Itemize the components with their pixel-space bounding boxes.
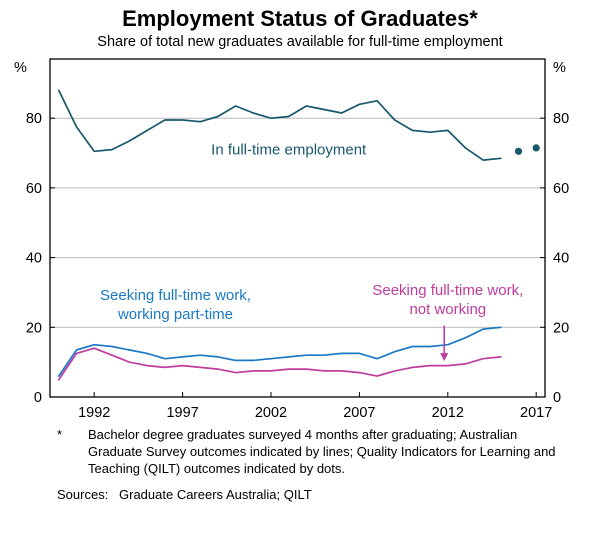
chart-subtitle: Share of total new graduates available f… <box>97 34 503 51</box>
footnote-marker: * <box>57 427 63 443</box>
x-label-2007: 2007 <box>343 405 375 421</box>
chart-title: Employment Status of Graduates* <box>122 6 478 31</box>
qilt-dot-2017 <box>532 144 540 152</box>
y-label-left-60: 60 <box>26 181 42 197</box>
y-unit-left: % <box>14 60 27 76</box>
y-label-left-80: 80 <box>26 111 42 127</box>
y-label-right-80: 80 <box>553 111 569 127</box>
footnotes-block: * Bachelor degree graduates surveyed 4 m… <box>57 427 600 504</box>
annotation-notworking: Seeking full-time work, not working <box>372 282 523 318</box>
sources: Sources: Graduate Careers Australia; QIL… <box>57 487 600 504</box>
y-label-left-20: 20 <box>26 320 42 336</box>
sources-text: Graduate Careers Australia; QILT <box>119 486 312 502</box>
footnote: * Bachelor degree graduates surveyed 4 m… <box>57 427 600 478</box>
annotation-fulltime: In full-time employment <box>211 142 367 159</box>
x-label-2002: 2002 <box>255 405 287 421</box>
y-label-right-40: 40 <box>553 251 569 267</box>
series-line-fulltime <box>57 89 502 162</box>
y-label-left-40: 40 <box>26 251 42 267</box>
employment-line-chart: 0 0 20 20 40 40 60 60 80 80% % 1992 1997 2002 2007 2012… <box>14 58 569 421</box>
annotation-parttime: Seeking full-time work, working part-time <box>100 287 251 323</box>
x-label-2012: 2012 <box>432 405 464 421</box>
x-label-1997: 1997 <box>166 405 198 421</box>
footnote-text: Bachelor degree graduates surveyed 4 mon… <box>88 427 556 476</box>
x-label-2017: 2017 <box>520 405 552 421</box>
x-label-1992: 1992 <box>78 405 110 421</box>
qilt-dot-2016 <box>514 147 523 156</box>
y-label-right-0: 0 <box>553 390 561 406</box>
sources-label: Sources: <box>57 486 109 502</box>
annotations: In full-time employment Seeking full-time… <box>100 142 523 362</box>
y-unit-right: % <box>553 60 566 76</box>
plot-border <box>49 58 546 398</box>
gridlines <box>50 117 545 328</box>
y-label-right-60: 60 <box>553 181 569 197</box>
axis-labels: 0 0 20 20 40 40 60 60 80 80% % 1992 1997 2002 2007 2012… <box>14 60 569 421</box>
annotation-arrow-head <box>440 353 449 362</box>
y-label-left-0: 0 <box>34 390 42 406</box>
plot-frame <box>49 58 546 398</box>
y-label-right-20: 20 <box>553 320 569 336</box>
series-lines <box>57 89 540 381</box>
series-line-notworking <box>57 347 502 381</box>
series-line-parttime <box>57 326 502 378</box>
